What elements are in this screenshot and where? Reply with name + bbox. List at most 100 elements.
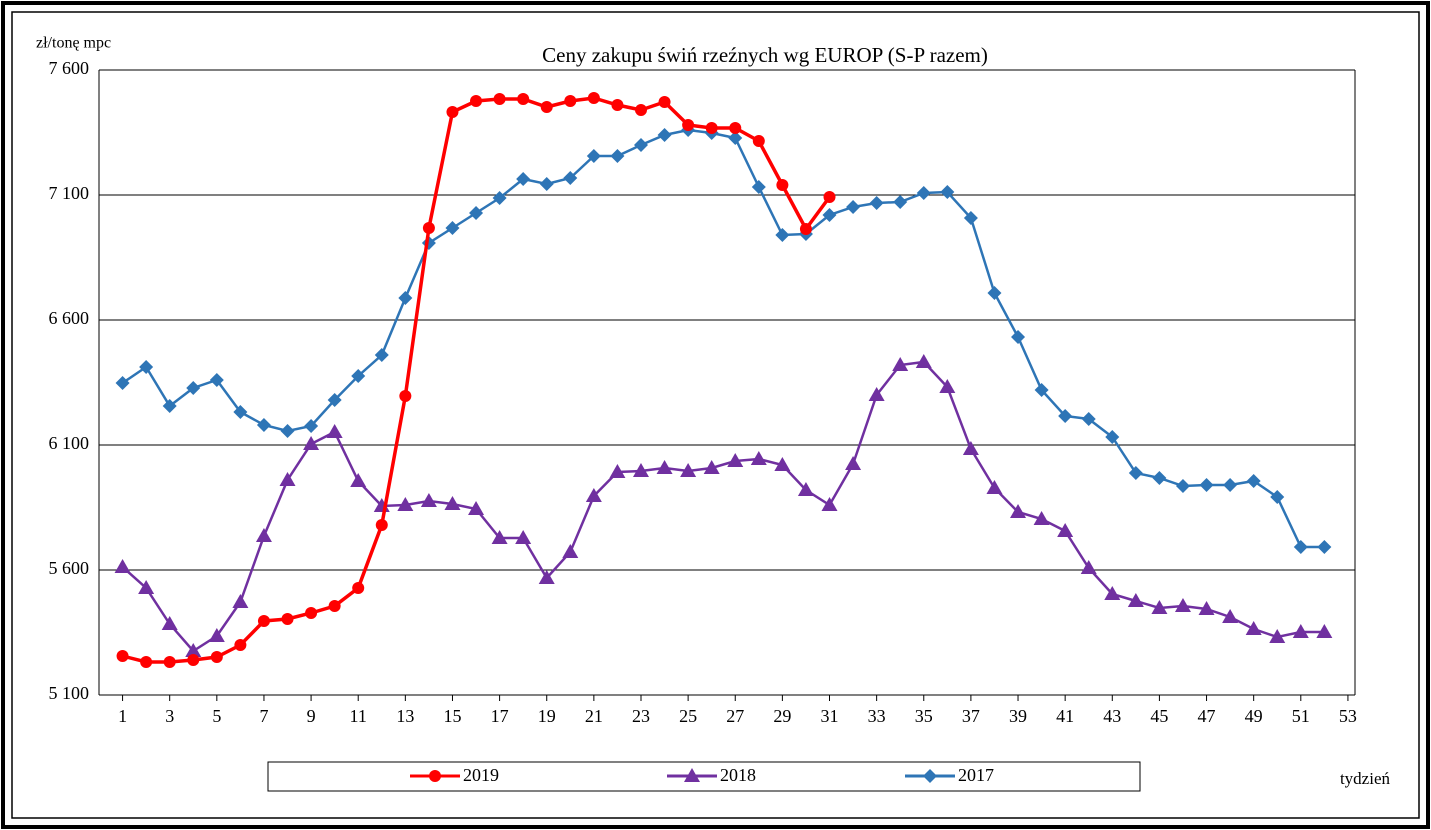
data-point <box>1058 409 1073 423</box>
data-point <box>305 607 318 619</box>
data-point <box>256 418 271 432</box>
data-point <box>821 497 838 511</box>
data-point <box>233 405 248 419</box>
data-point <box>729 122 742 134</box>
data-point <box>939 379 956 393</box>
data-point <box>163 656 176 668</box>
data-point <box>657 128 672 142</box>
data-point <box>822 208 837 222</box>
data-point <box>186 381 201 395</box>
y-tick-label: 6 600 <box>49 308 90 328</box>
x-tick-label: 27 <box>726 706 744 726</box>
x-tick-label: 41 <box>1056 706 1074 726</box>
data-point <box>1057 523 1074 537</box>
x-axis-title: tydzień <box>1340 769 1391 788</box>
data-point <box>1081 412 1096 426</box>
legend-marker <box>429 770 441 782</box>
data-point <box>538 570 555 584</box>
data-point <box>868 387 885 401</box>
data-point <box>562 544 579 558</box>
x-tick-label: 5 <box>212 706 221 726</box>
data-point <box>797 482 814 496</box>
data-point <box>610 149 625 163</box>
x-tick-label: 15 <box>443 706 461 726</box>
x-tick-label: 49 <box>1245 706 1263 726</box>
data-point <box>446 106 459 118</box>
data-point <box>611 99 624 111</box>
data-point <box>869 196 884 210</box>
x-tick-label: 19 <box>538 706 556 726</box>
data-point <box>656 460 673 474</box>
data-point <box>517 93 530 105</box>
data-point <box>750 451 767 465</box>
data-point <box>350 473 367 487</box>
data-point <box>915 354 932 368</box>
data-point <box>161 616 178 630</box>
data-point <box>397 497 414 511</box>
data-point <box>1033 511 1050 525</box>
x-tick-label: 43 <box>1103 706 1121 726</box>
data-point <box>586 149 601 163</box>
data-point <box>420 493 437 507</box>
data-point <box>705 122 718 134</box>
x-tick-label: 35 <box>915 706 933 726</box>
x-tick-label: 25 <box>679 706 697 726</box>
data-point <box>116 650 129 662</box>
data-point <box>1128 466 1143 480</box>
data-point <box>492 191 507 205</box>
data-point <box>138 580 155 594</box>
data-point <box>539 177 554 191</box>
data-point <box>234 639 247 651</box>
data-point <box>326 424 343 438</box>
data-point <box>257 615 270 627</box>
data-point <box>139 360 154 374</box>
legend-label: 2017 <box>958 765 994 785</box>
x-tick-label: 31 <box>821 706 839 726</box>
data-point <box>280 424 295 438</box>
data-point <box>304 419 319 433</box>
data-point <box>1127 593 1144 607</box>
y-axis-title: zł/tonę mpc <box>36 35 111 52</box>
data-point <box>585 488 602 502</box>
data-point <box>1151 600 1168 614</box>
data-point <box>775 228 790 242</box>
data-point <box>1152 471 1167 485</box>
data-point <box>422 222 435 234</box>
data-point <box>375 519 388 531</box>
data-point <box>1270 490 1285 504</box>
data-point <box>444 496 461 510</box>
data-point <box>632 463 649 477</box>
data-point <box>540 101 553 113</box>
data-point <box>232 594 249 608</box>
data-point <box>1245 621 1262 635</box>
data-point <box>1223 478 1238 492</box>
x-tick-label: 37 <box>962 706 980 726</box>
data-point <box>469 206 484 220</box>
data-point <box>327 393 342 407</box>
legend-label: 2019 <box>463 765 499 785</box>
data-point <box>468 501 485 515</box>
data-point <box>1174 598 1191 612</box>
x-tick-label: 33 <box>868 706 886 726</box>
data-point <box>987 286 1002 300</box>
data-point <box>1010 504 1027 518</box>
legend-marker <box>923 769 937 783</box>
data-point <box>893 195 908 209</box>
data-point <box>374 348 389 362</box>
x-tick-label: 47 <box>1198 706 1216 726</box>
data-point <box>210 651 223 663</box>
data-point <box>845 456 862 470</box>
data-point <box>1080 560 1097 574</box>
y-tick-label: 5 600 <box>49 558 90 578</box>
y-tick-label: 5 100 <box>49 683 90 703</box>
data-point <box>445 221 460 235</box>
data-point <box>516 172 531 186</box>
series-line <box>122 96 831 664</box>
data-point <box>115 376 130 390</box>
data-point <box>680 463 697 477</box>
data-point <box>752 135 765 147</box>
data-point <box>634 104 647 116</box>
data-point <box>563 171 578 185</box>
